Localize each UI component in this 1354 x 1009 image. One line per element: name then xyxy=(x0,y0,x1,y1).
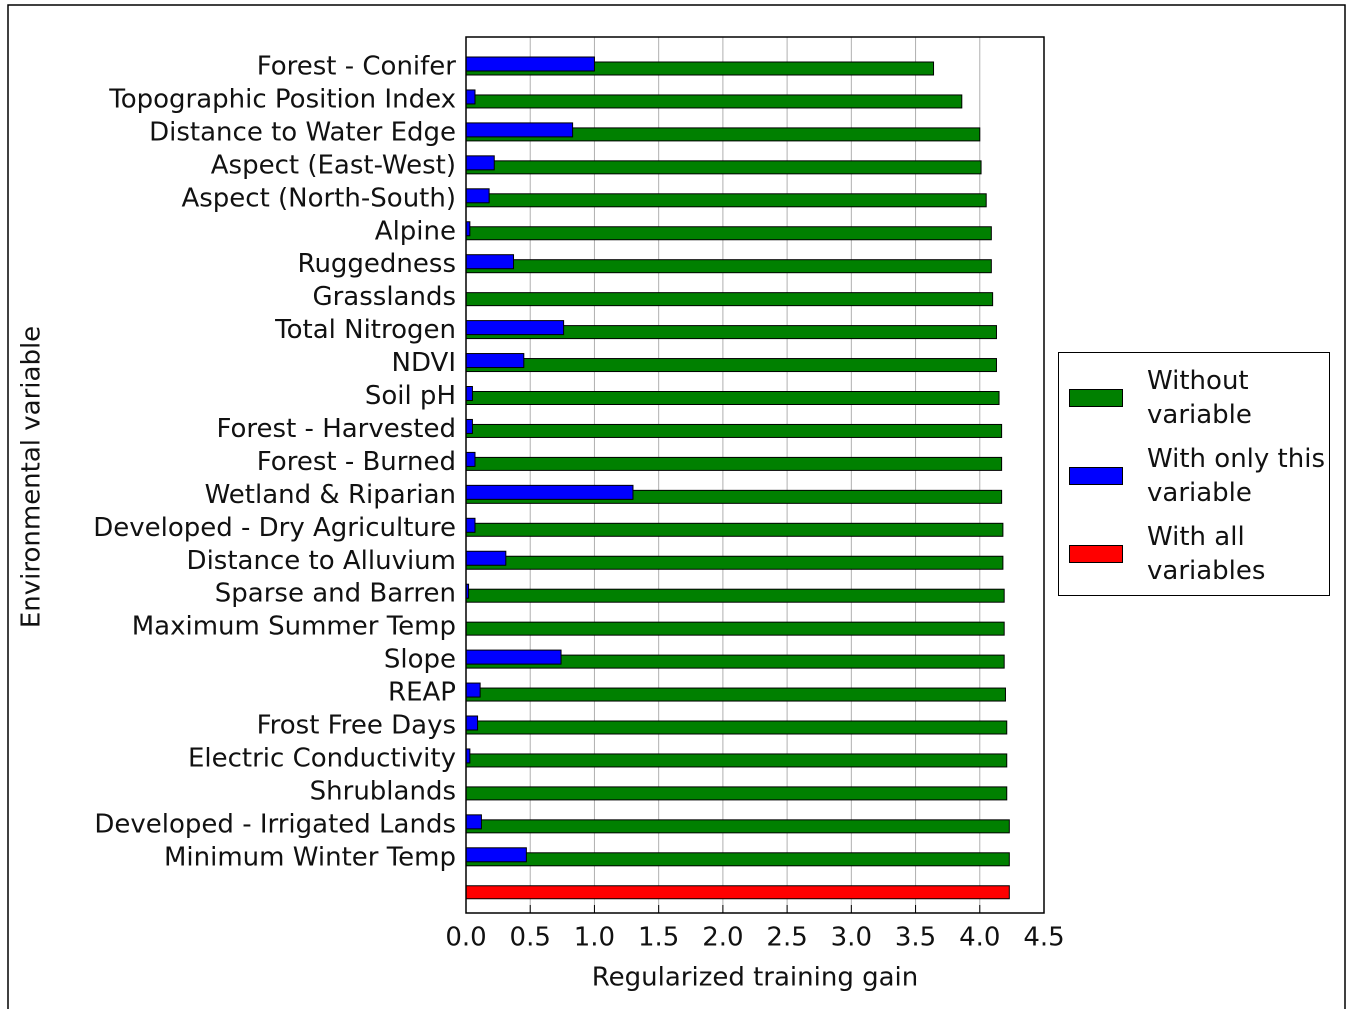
y-tick-label: Forest - Conifer xyxy=(257,52,457,82)
bar xyxy=(465,814,482,830)
legend-swatch xyxy=(1069,467,1123,485)
bar xyxy=(465,122,574,138)
bar xyxy=(465,715,479,731)
bar xyxy=(465,687,1006,702)
x-tick-label: 2.5 xyxy=(766,923,807,953)
x-tick-label: 4.5 xyxy=(1023,923,1064,953)
y-tick-label: Distance to Alluvium xyxy=(187,546,456,576)
bar xyxy=(465,753,1008,768)
bar xyxy=(465,160,982,175)
y-tick-label: Frost Free Days xyxy=(257,711,456,741)
x-tick-label: 1.0 xyxy=(574,923,615,953)
x-tick-label: 3.0 xyxy=(831,923,872,953)
bar xyxy=(465,484,634,500)
legend-swatch xyxy=(1069,545,1123,563)
y-tick-label: Topographic Position Index xyxy=(108,84,456,114)
y-tick-label: Grasslands xyxy=(312,282,456,312)
bar xyxy=(465,786,1008,801)
bar xyxy=(465,391,1000,405)
y-tick-label: Aspect (East-West) xyxy=(211,150,456,180)
y-tick-label: Aspect (North-South) xyxy=(181,183,456,213)
y-tick-label: Ruggedness xyxy=(298,249,456,279)
bar xyxy=(465,292,994,307)
bar xyxy=(465,155,495,171)
x-tick-label: 1.5 xyxy=(638,923,679,953)
bar xyxy=(465,89,476,105)
y-tick-label: Forest - Harvested xyxy=(217,414,457,444)
x-tick-label: 4.0 xyxy=(959,923,1000,953)
legend-entry: Without variable xyxy=(1069,359,1329,437)
bar xyxy=(465,254,515,270)
y-tick-label: Maximum Summer Temp xyxy=(132,612,456,642)
bar xyxy=(465,522,1004,537)
y-tick-label: Forest - Burned xyxy=(257,447,456,477)
x-tick-label: 2.0 xyxy=(702,923,743,953)
x-tick-label: 0.0 xyxy=(445,923,486,953)
bar xyxy=(465,320,565,336)
legend-label: With only this variable xyxy=(1147,444,1326,508)
y-tick-label: Shrublands xyxy=(310,776,456,806)
bar xyxy=(465,588,1005,603)
y-tick-label: Sparse and Barren xyxy=(215,579,456,609)
y-tick-label: Soil pH xyxy=(365,381,456,411)
legend: Without variable With only this variable W… xyxy=(1058,352,1330,596)
bar xyxy=(465,423,1003,438)
bar xyxy=(465,386,473,401)
y-axis-label: Environmental variable xyxy=(17,326,47,628)
legend-label: With all variables xyxy=(1147,522,1266,586)
bar xyxy=(465,550,507,566)
bar xyxy=(465,193,987,208)
bar xyxy=(465,56,595,72)
y-tick-label: Wetland & Riparian xyxy=(205,480,456,510)
bar xyxy=(465,649,562,665)
y-tick-label: Developed - Irrigated Lands xyxy=(94,809,456,839)
x-tick-label: 3.5 xyxy=(895,923,936,953)
bar xyxy=(465,517,476,533)
bar xyxy=(465,720,1008,735)
bar xyxy=(465,94,963,109)
bar xyxy=(465,819,1010,834)
legend-entry: With only this variable xyxy=(1069,437,1329,515)
x-tick-label: 0.5 xyxy=(510,923,551,953)
legend-label: Without variable xyxy=(1147,366,1252,430)
y-tick-label: Total Nitrogen xyxy=(274,315,456,345)
plot-area xyxy=(465,36,1045,914)
bar xyxy=(465,852,1010,867)
legend-entry: With all variables xyxy=(1069,515,1329,593)
frame xyxy=(7,4,1346,1009)
bar xyxy=(465,847,527,863)
bar xyxy=(465,456,1003,471)
y-tick-label: REAP xyxy=(388,678,456,708)
y-tick-label: NDVI xyxy=(392,348,456,378)
bar xyxy=(465,259,992,274)
legend-swatch xyxy=(1069,389,1123,407)
bar xyxy=(465,226,992,241)
x-axis-label: Regularized training gain xyxy=(592,963,919,993)
bar xyxy=(465,451,476,467)
y-tick-label: Electric Conductivity xyxy=(188,743,456,773)
y-tick-label: Distance to Water Edge xyxy=(149,117,456,147)
y-tick-label: Developed - Dry Agriculture xyxy=(93,513,456,543)
y-tick-label: Alpine xyxy=(375,216,456,246)
bar xyxy=(465,358,997,373)
bar xyxy=(465,188,490,204)
bar xyxy=(465,555,1004,570)
bar xyxy=(465,682,481,698)
bar xyxy=(465,353,525,369)
bar xyxy=(465,621,1005,636)
y-tick-label: Slope xyxy=(384,645,456,675)
y-tick-label: Minimum Winter Temp xyxy=(164,842,456,872)
bar xyxy=(465,418,473,434)
bar xyxy=(465,885,1010,900)
